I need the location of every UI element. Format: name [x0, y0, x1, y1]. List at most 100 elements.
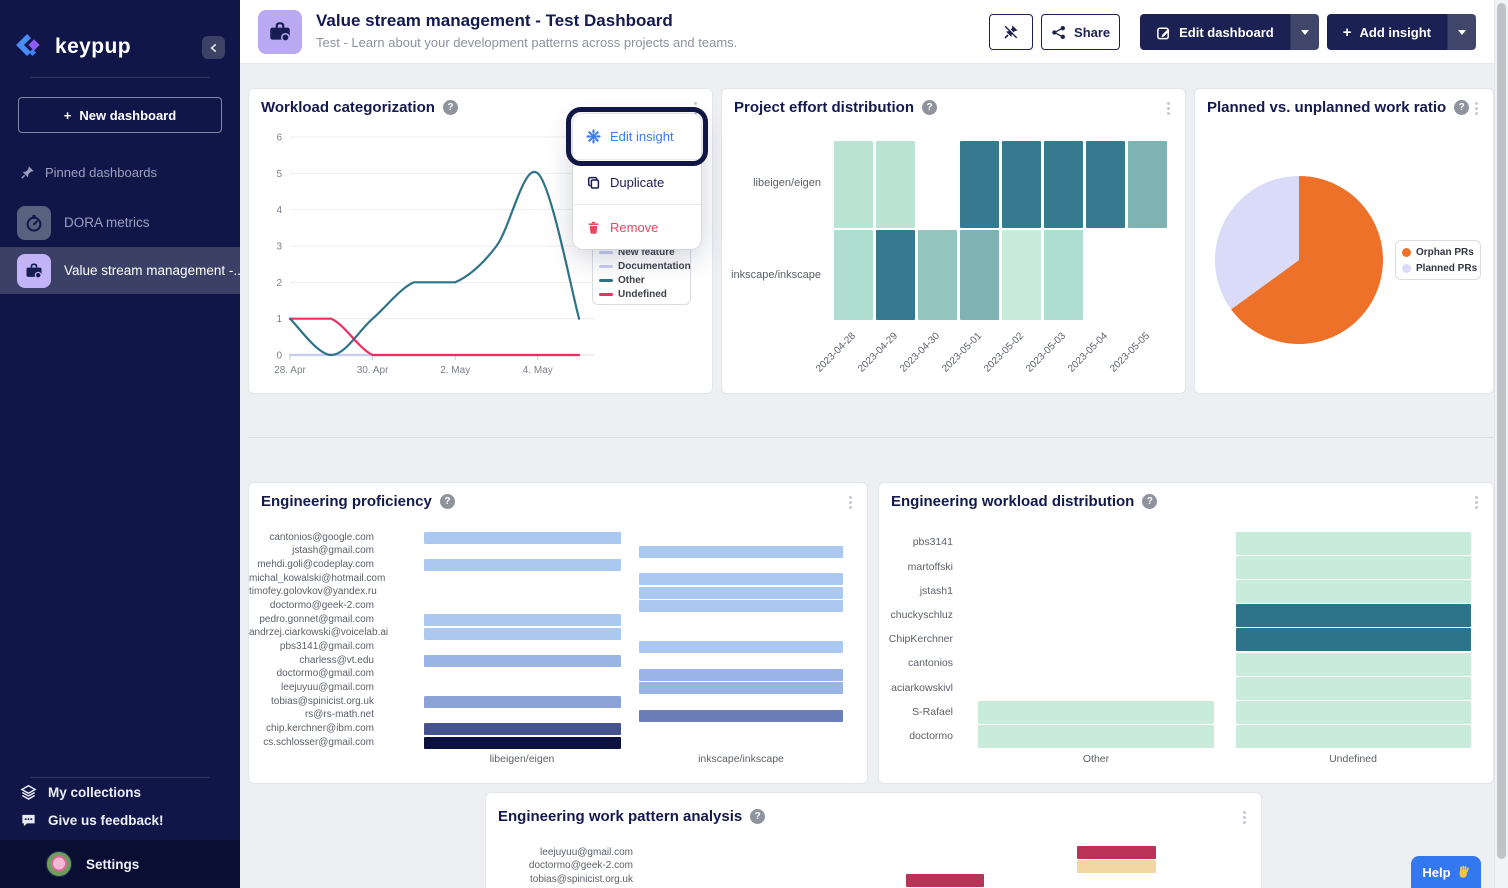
- legend-swatch: [599, 278, 613, 282]
- menu-item-remove[interactable]: Remove: [573, 204, 701, 249]
- engineering-proficiency-heatmap: cantonios@google.com jstash@gmail.com mehd…: [249, 483, 867, 783]
- share-button[interactable]: Share: [1041, 14, 1121, 50]
- row-label: martoffski: [907, 560, 953, 573]
- row-label: pbs3141@gmail.com: [279, 641, 374, 653]
- help-icon[interactable]: ?: [922, 100, 937, 115]
- new-dashboard-label: New dashboard: [79, 107, 177, 123]
- svg-text:4: 4: [276, 205, 282, 216]
- heatmap-cell: [918, 230, 957, 320]
- edit-dashboard-button[interactable]: Edit dashboard: [1140, 14, 1290, 50]
- legend-label: Orphan PRs: [1416, 246, 1474, 258]
- legend-item[interactable]: New feature: [599, 246, 684, 258]
- chevron-left-icon: [209, 43, 216, 52]
- pie-slice-orphan-prs[interactable]: [1231, 176, 1384, 344]
- heatmap-cell: [424, 736, 621, 749]
- pie-legend: Orphan PRs Planned PRs: [1395, 240, 1481, 280]
- panel-title: Engineering work pattern analysis: [498, 808, 743, 825]
- pinned-dashboards-section: Pinned dashboards: [20, 165, 157, 180]
- keypup-logo-icon: [16, 34, 40, 57]
- heatmap-cell: [1077, 846, 1156, 860]
- help-button[interactable]: Help: [1411, 856, 1481, 888]
- heatmap-cell: [1044, 141, 1083, 228]
- legend-label: Planned PRs: [1416, 262, 1478, 274]
- heatmap-cell: [639, 586, 843, 599]
- legend-item[interactable]: Other: [599, 274, 684, 286]
- col-label: 2023-05-01: [940, 330, 985, 375]
- pie-chart-svg: [1215, 176, 1384, 344]
- page-title: Value stream management - Test Dashboard: [316, 11, 673, 30]
- heatmap-cell: [876, 230, 915, 320]
- svg-text:2. May: 2. May: [440, 365, 470, 376]
- col-label: 2023-05-05: [1108, 330, 1153, 375]
- kebab-menu-icon[interactable]: [849, 496, 852, 499]
- heatmap-cell: [834, 230, 873, 320]
- edit-pencil-icon: [1157, 27, 1170, 39]
- svg-text:28. Apr: 28. Apr: [274, 365, 306, 376]
- col-label: 2023-05-03: [1024, 330, 1069, 375]
- help-icon[interactable]: ?: [1142, 494, 1158, 509]
- gauge-icon: [17, 205, 51, 240]
- help-icon[interactable]: ?: [442, 100, 458, 115]
- legend-item[interactable]: Undefined: [599, 288, 684, 300]
- row-label: doctormo@gmail.com: [276, 668, 374, 680]
- new-dashboard-button[interactable]: + New dashboard: [18, 97, 222, 133]
- layers-icon: [20, 784, 37, 800]
- line-chart-svg: 0 1 2 3 4 5 6 28. Apr 30. Apr 2. May 4. May: [274, 133, 594, 376]
- keypup-logo[interactable]: keypup: [16, 32, 131, 62]
- sidebar-collapse-button[interactable]: [202, 36, 225, 59]
- kebab-menu-icon[interactable]: [1475, 102, 1478, 105]
- caret-down-icon: [1458, 29, 1466, 35]
- user-avatar: [46, 851, 72, 877]
- heatmap-cell: [1002, 230, 1041, 320]
- add-insight-button[interactable]: + Add insight: [1326, 14, 1447, 50]
- sidebar-item-dora-metrics[interactable]: DORA metrics: [0, 199, 240, 246]
- kebab-menu-icon[interactable]: [1243, 811, 1246, 814]
- sidebar-item-value-stream[interactable]: Value stream management -...: [0, 247, 240, 294]
- sidebar-item-label: Value stream management -...: [64, 263, 240, 278]
- kebab-menu-icon[interactable]: [1475, 496, 1478, 499]
- engineering-workload-heatmap: pbs3141 martoffski jstash1 chuckyschluz Chip…: [879, 483, 1493, 783]
- pie-slice-planned-prs[interactable]: [1215, 176, 1299, 310]
- scrollbar-track[interactable]: [1494, 0, 1508, 888]
- unpin-button[interactable]: [989, 14, 1034, 50]
- unpin-icon: [1004, 25, 1019, 39]
- panel-engineering-workload: Engineering workload distribution? pbs31…: [878, 482, 1494, 784]
- add-insight-dropdown[interactable]: [1447, 14, 1476, 50]
- help-icon[interactable]: ?: [439, 494, 455, 509]
- heatmap-cell: [1236, 725, 1471, 749]
- col-label: 2023-04-28: [814, 330, 859, 375]
- col-label: Undefined: [1329, 753, 1377, 765]
- dashboard-icon: [258, 10, 302, 54]
- legend-item[interactable]: Planned PRs: [1402, 261, 1478, 275]
- heatmap-cell: [1236, 555, 1471, 579]
- kebab-menu-icon[interactable]: [1167, 102, 1170, 105]
- heatmap-cell: [424, 559, 621, 572]
- project-effort-heatmap: libeigen/eigen inkscape/inkscape 2023-04-2…: [722, 89, 1185, 393]
- edit-dashboard-dropdown[interactable]: [1289, 14, 1319, 50]
- kebab-menu-icon[interactable]: [694, 102, 697, 105]
- menu-item-label: Duplicate: [610, 174, 665, 190]
- help-icon[interactable]: ?: [1454, 100, 1470, 115]
- legend-item[interactable]: Documentation: [599, 260, 691, 272]
- my-collections-label: My collections: [48, 785, 142, 800]
- row-label: tobias@spinicist.org.uk: [271, 695, 374, 707]
- col-label: 2023-04-29: [856, 330, 901, 375]
- col-label: inkscape/inkscape: [698, 753, 784, 765]
- feedback-label: Give us feedback!: [48, 813, 164, 828]
- help-icon[interactable]: ?: [750, 809, 766, 824]
- sidebar-item-my-collections[interactable]: My collections: [20, 784, 141, 801]
- legend-label: New feature: [618, 246, 675, 258]
- row-label: rs@rs-math.net: [304, 709, 374, 721]
- menu-item-edit-insight[interactable]: Edit insight: [566, 107, 708, 166]
- heatmap-cell: [639, 600, 843, 613]
- heatmap-cell: [1236, 676, 1471, 700]
- sidebar-item-settings[interactable]: Settings: [0, 840, 240, 888]
- sidebar-divider: [30, 777, 210, 778]
- svg-text:30. Apr: 30. Apr: [357, 365, 389, 376]
- panel-title: Project effort distribution: [734, 99, 914, 116]
- pinned-dashboards-label: Pinned dashboards: [45, 165, 158, 180]
- sidebar-item-feedback[interactable]: Give us feedback!: [20, 812, 164, 829]
- scrollbar-thumb[interactable]: [1497, 3, 1506, 859]
- menu-item-duplicate[interactable]: Duplicate: [573, 159, 701, 204]
- legend-item[interactable]: Orphan PRs: [1402, 245, 1474, 259]
